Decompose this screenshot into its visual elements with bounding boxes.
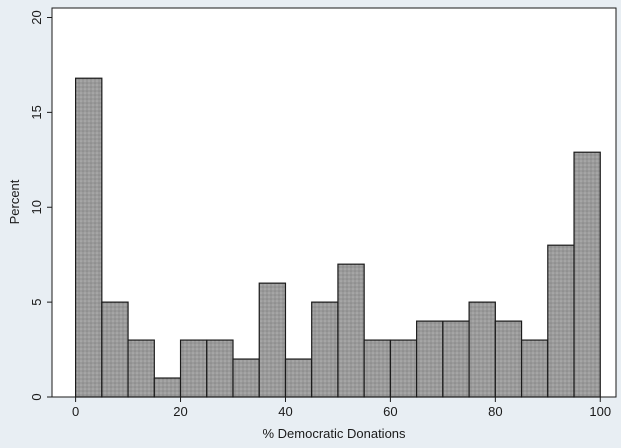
histogram-bar-1 (102, 302, 128, 397)
histogram-bar-9 (312, 302, 338, 397)
x-axis-title: % Democratic Donations (262, 426, 406, 441)
y-tick-label: 0 (29, 393, 44, 400)
histogram-bar-4 (181, 340, 207, 397)
histogram-bar-16 (495, 321, 521, 397)
x-axis: 0 20 40 60 80 100 (72, 397, 611, 419)
histogram-bar-19 (574, 152, 600, 397)
x-tick-label: 100 (589, 404, 611, 419)
histogram-bar-14 (443, 321, 469, 397)
histogram-bar-15 (469, 302, 495, 397)
histogram-bar-18 (548, 245, 574, 397)
histogram-bar-17 (522, 340, 548, 397)
histogram-bar-6 (233, 359, 259, 397)
y-tick-label: 10 (29, 200, 44, 214)
histogram-bar-2 (128, 340, 154, 397)
histogram-bar-10 (338, 264, 364, 397)
histogram-bar-0 (76, 78, 102, 397)
y-tick-label: 5 (29, 299, 44, 306)
x-tick-label: 20 (173, 404, 187, 419)
histogram-bar-5 (207, 340, 233, 397)
histogram-bar-7 (259, 283, 285, 397)
histogram-bar-3 (154, 378, 180, 397)
y-tick-label: 20 (29, 10, 44, 24)
y-axis: 0 5 10 15 20 (29, 10, 52, 400)
x-tick-label: 60 (383, 404, 397, 419)
x-tick-label: 0 (72, 404, 79, 419)
x-tick-label: 80 (488, 404, 502, 419)
histogram-bar-8 (285, 359, 311, 397)
histogram-bar-11 (364, 340, 390, 397)
x-tick-label: 40 (278, 404, 292, 419)
histogram-bar-13 (417, 321, 443, 397)
y-tick-label: 15 (29, 105, 44, 119)
histogram-bar-12 (390, 340, 416, 397)
y-axis-title: Percent (7, 179, 22, 224)
